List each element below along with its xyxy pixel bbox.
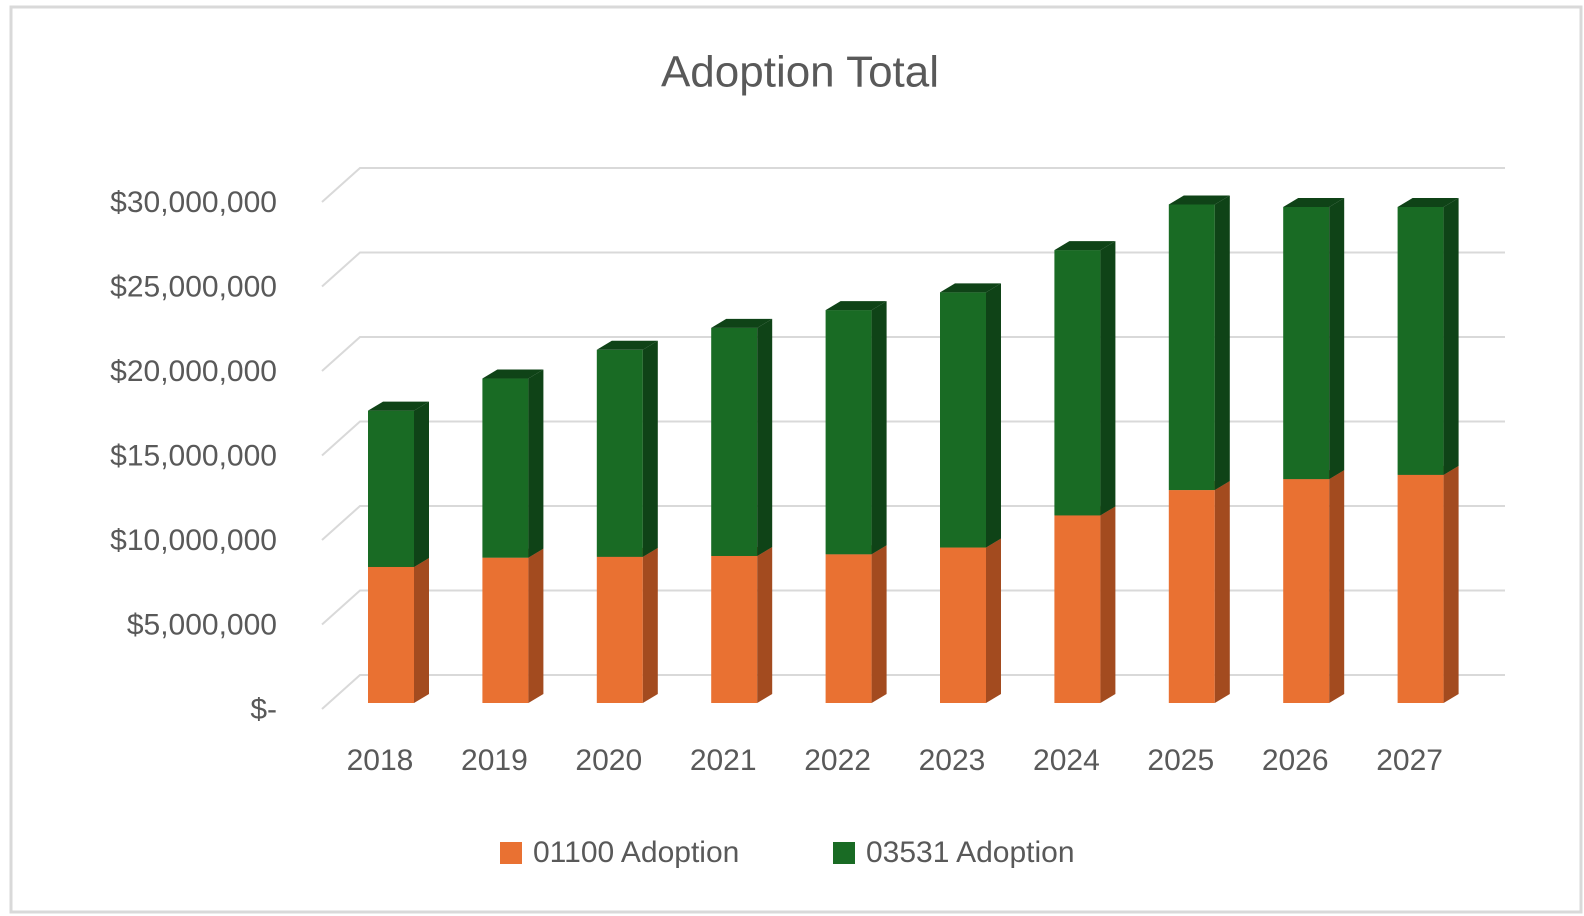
- bar: [1397, 206, 1444, 475]
- y-tick-label: $25,000,000: [110, 270, 277, 303]
- y-tick-label: $-: [250, 693, 277, 726]
- bar-top: [1397, 197, 1459, 207]
- bar-side: [1329, 197, 1345, 480]
- bar-top: [825, 301, 887, 311]
- bar: [482, 378, 529, 558]
- bar-side: [1100, 506, 1116, 703]
- x-tick-label: 2024: [1033, 744, 1100, 777]
- bar: [1054, 515, 1101, 703]
- bar: [1283, 206, 1330, 480]
- bar: [940, 547, 986, 703]
- grid-line: [321, 674, 1505, 710]
- x-tick-label: 2021: [690, 744, 757, 777]
- bar: [368, 410, 414, 567]
- bar-side: [642, 547, 658, 703]
- bar-side: [528, 548, 544, 703]
- bar-top: [482, 369, 544, 379]
- x-tick-label: 2018: [347, 744, 414, 777]
- bar-side: [757, 318, 773, 556]
- y-tick-label: $5,000,000: [127, 608, 277, 641]
- chart-title: Adoption Total: [661, 48, 939, 97]
- x-tick-label: 2027: [1376, 744, 1443, 777]
- grid-line: [321, 251, 1505, 288]
- grid-line: [321, 420, 1505, 457]
- bar-side: [642, 340, 658, 557]
- bar-side: [1214, 195, 1230, 491]
- y-tick-label: $30,000,000: [110, 186, 277, 219]
- grid-line: [321, 505, 1505, 541]
- bar: [1283, 479, 1330, 703]
- grid-line: [321, 167, 1505, 203]
- bar: [940, 292, 986, 548]
- grid-line: [321, 589, 1505, 626]
- x-tick-label: 2025: [1147, 744, 1214, 777]
- bar-side: [1214, 481, 1230, 703]
- bar: [368, 566, 414, 703]
- grid-line: [321, 336, 1505, 372]
- bar: [825, 310, 872, 555]
- bar-top: [711, 318, 773, 328]
- x-tick-label: 2026: [1262, 744, 1329, 777]
- bar-side: [986, 538, 1001, 703]
- bar-side: [871, 545, 887, 703]
- bar: [711, 327, 758, 556]
- legend-swatch: [500, 842, 522, 864]
- bar-side: [414, 401, 429, 567]
- x-tick-label: 2019: [461, 744, 528, 777]
- bar-top: [940, 283, 1001, 293]
- legend-swatch: [833, 842, 855, 864]
- bar: [596, 349, 643, 557]
- bar-top: [1054, 241, 1116, 251]
- x-tick-label: 2020: [575, 744, 642, 777]
- bar-side: [757, 546, 773, 703]
- y-tick-label: $20,000,000: [110, 355, 277, 388]
- bar: [1168, 490, 1215, 703]
- bar: [482, 557, 529, 703]
- y-tick-label: $10,000,000: [110, 524, 277, 557]
- bar-top: [1168, 195, 1230, 205]
- bar: [711, 555, 758, 703]
- bar-side: [1100, 241, 1116, 516]
- legend-label: 03531 Adoption: [866, 836, 1075, 869]
- bar-side: [414, 557, 429, 703]
- bar-side: [1443, 197, 1459, 475]
- bar: [1054, 250, 1101, 516]
- x-tick-label: 2022: [804, 744, 871, 777]
- bar-side: [1329, 470, 1345, 703]
- bar: [596, 556, 643, 703]
- y-tick-label: $15,000,000: [110, 439, 277, 472]
- bar-top: [368, 401, 429, 411]
- legend-label: 01100 Adoption: [533, 836, 739, 869]
- bar-top: [1283, 197, 1345, 207]
- bar-side: [528, 369, 544, 558]
- bar: [1168, 204, 1215, 491]
- bar-side: [986, 283, 1001, 548]
- bar: [825, 554, 872, 703]
- x-tick-label: 2023: [919, 744, 986, 777]
- bar-side: [1443, 465, 1459, 703]
- bar-side: [871, 301, 887, 555]
- bar-top: [596, 340, 658, 350]
- bar: [1397, 474, 1444, 703]
